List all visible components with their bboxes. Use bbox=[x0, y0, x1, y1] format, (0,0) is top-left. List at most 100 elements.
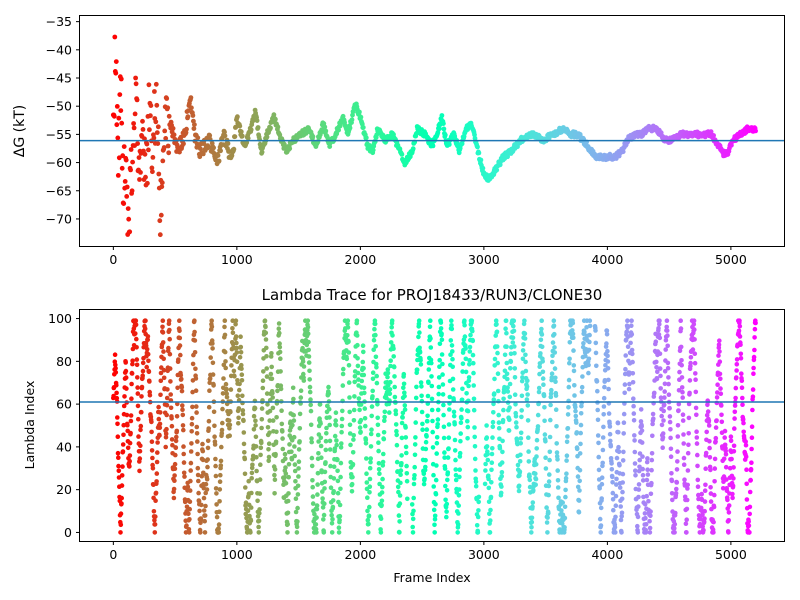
lambda-point bbox=[432, 522, 437, 528]
lambda-point bbox=[241, 441, 247, 447]
lambda-point bbox=[618, 504, 623, 509]
lambda-point bbox=[317, 402, 323, 407]
lambda-point bbox=[255, 498, 260, 504]
lambda-point bbox=[333, 422, 339, 428]
lambda-point bbox=[277, 341, 282, 346]
dg-point bbox=[235, 114, 240, 120]
lambda-point bbox=[161, 349, 166, 354]
lambda-point bbox=[503, 318, 509, 324]
dg-point bbox=[121, 201, 127, 207]
lambda-point bbox=[577, 488, 582, 493]
lambda-point bbox=[550, 359, 555, 365]
lambda-point bbox=[145, 334, 151, 339]
lambda-point bbox=[267, 418, 273, 423]
lambda-point bbox=[600, 460, 605, 466]
lambda-point bbox=[242, 471, 248, 477]
lambda-point bbox=[623, 353, 628, 358]
lambda-point bbox=[347, 431, 353, 436]
lambda-point bbox=[553, 375, 558, 381]
lambda-point bbox=[496, 398, 501, 404]
dg-point bbox=[147, 127, 152, 133]
lambda-point bbox=[166, 345, 171, 351]
lambda-point bbox=[430, 418, 435, 424]
lambda-point bbox=[237, 381, 242, 387]
lambda-point bbox=[581, 341, 586, 346]
lambda-point bbox=[553, 407, 559, 413]
lambda-point bbox=[730, 483, 736, 489]
lambda-point bbox=[492, 376, 497, 382]
lambda-point bbox=[483, 468, 488, 473]
lambda-point bbox=[192, 338, 198, 343]
lambda-point bbox=[440, 382, 446, 387]
lambda-point bbox=[453, 467, 459, 472]
lambda-point bbox=[388, 363, 393, 369]
lambda-point bbox=[450, 356, 455, 362]
lambda-point bbox=[718, 386, 723, 391]
lambda-point bbox=[412, 442, 418, 447]
lambda-point bbox=[369, 427, 374, 433]
lambda-point bbox=[324, 431, 329, 436]
lambda-point bbox=[266, 447, 271, 452]
lambda-point bbox=[179, 376, 184, 382]
dg-point bbox=[162, 128, 168, 134]
lambda-point bbox=[694, 435, 700, 440]
lambda-point bbox=[661, 402, 667, 408]
lambda-point bbox=[600, 447, 606, 453]
dg-y-tick-label: −45 bbox=[46, 71, 72, 86]
lambda-point bbox=[381, 451, 386, 457]
lambda-point bbox=[226, 418, 232, 423]
dg-point bbox=[184, 126, 189, 132]
lambda-point bbox=[370, 394, 375, 399]
dg-point bbox=[148, 113, 153, 119]
lambda-point bbox=[649, 467, 654, 473]
lambda-point bbox=[155, 450, 160, 455]
dg-y-tick-label: −70 bbox=[46, 211, 72, 226]
lambda-point bbox=[413, 420, 419, 425]
lambda-point bbox=[425, 418, 430, 424]
lambda-point bbox=[490, 424, 496, 430]
lambda-point bbox=[631, 411, 637, 416]
lambda-point bbox=[608, 438, 613, 444]
lambda-point bbox=[378, 530, 384, 535]
lambda-point bbox=[229, 363, 234, 368]
lambda-point bbox=[619, 496, 625, 502]
lambda-point bbox=[133, 318, 139, 324]
lambda-point bbox=[471, 407, 477, 413]
lambda-point bbox=[153, 498, 158, 504]
lambda-point bbox=[355, 363, 361, 369]
lambda-point bbox=[283, 456, 288, 462]
lambda-point bbox=[751, 371, 756, 377]
lambda-point bbox=[738, 356, 744, 361]
lambda-point bbox=[267, 408, 273, 414]
lambda-point bbox=[416, 334, 421, 340]
lambda-point bbox=[685, 450, 691, 456]
lambda-point bbox=[725, 497, 730, 503]
lambda-point bbox=[453, 457, 458, 463]
lambda-point bbox=[599, 496, 604, 501]
lambda-point bbox=[452, 448, 458, 453]
dg-point bbox=[113, 70, 119, 76]
lambda-point bbox=[597, 486, 602, 491]
lambda-point bbox=[619, 510, 625, 516]
lambda-point bbox=[274, 398, 280, 404]
lambda-point bbox=[548, 402, 553, 408]
lambda-point bbox=[720, 486, 726, 491]
dg-y-tick-label: −55 bbox=[46, 127, 72, 142]
lambda-point bbox=[242, 450, 247, 455]
lambda-point bbox=[276, 326, 282, 332]
lambda-point bbox=[301, 378, 307, 383]
lambda-point bbox=[181, 451, 186, 457]
lambda-point bbox=[358, 417, 364, 423]
lambda-point bbox=[730, 495, 735, 501]
lambda-point bbox=[456, 493, 462, 498]
lambda-point bbox=[554, 441, 559, 446]
lambda-point bbox=[494, 329, 500, 335]
lambda-point bbox=[462, 318, 467, 324]
lambda-point bbox=[164, 402, 170, 408]
lambda-point bbox=[319, 455, 324, 461]
lambda-point bbox=[123, 375, 129, 380]
lambda-point bbox=[392, 394, 398, 400]
lambda-point bbox=[665, 365, 671, 371]
lambda-point bbox=[339, 429, 344, 435]
lambda-point bbox=[587, 332, 592, 338]
